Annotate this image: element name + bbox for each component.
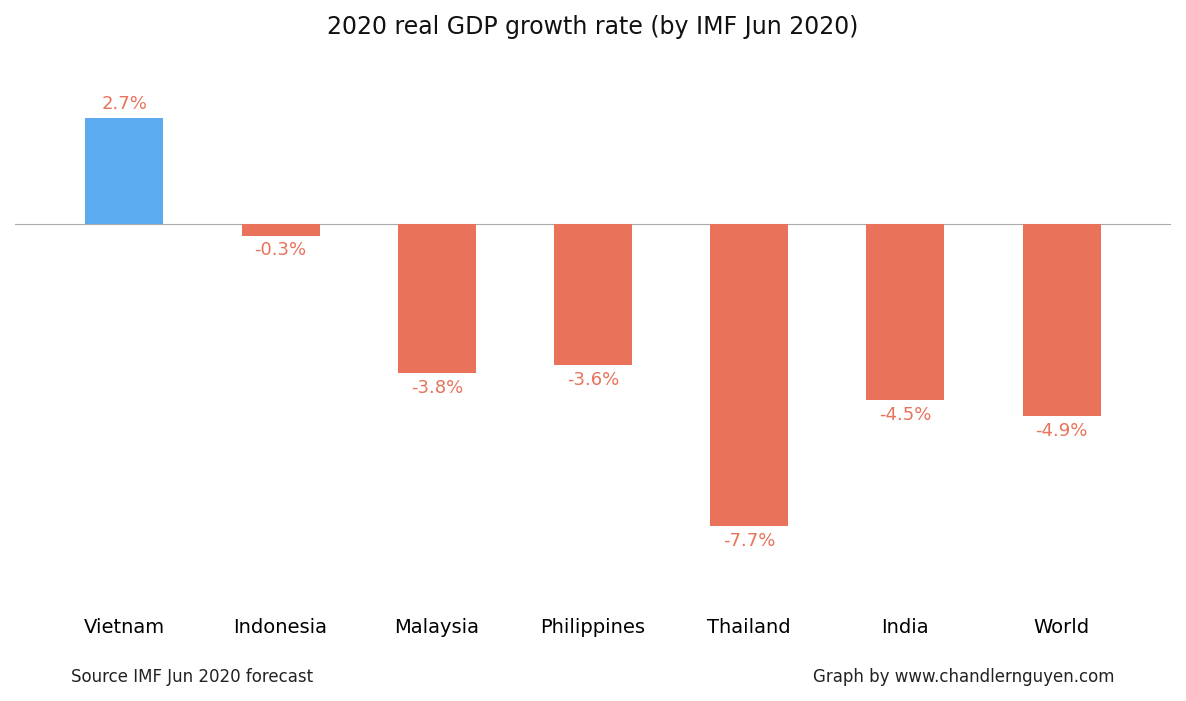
Text: -3.8%: -3.8% — [410, 379, 463, 397]
Title: 2020 real GDP growth rate (by IMF Jun 2020): 2020 real GDP growth rate (by IMF Jun 20… — [327, 15, 859, 39]
Text: -0.3%: -0.3% — [255, 241, 307, 259]
Bar — [710, 224, 789, 526]
Text: -4.5%: -4.5% — [879, 406, 932, 424]
Text: -3.6%: -3.6% — [567, 371, 619, 389]
Bar — [242, 224, 319, 236]
Bar — [867, 224, 944, 400]
Text: Graph by www.chandlernguyen.com: Graph by www.chandlernguyen.com — [814, 667, 1115, 686]
Bar — [397, 224, 476, 373]
Bar — [554, 224, 632, 365]
Text: -7.7%: -7.7% — [723, 532, 776, 550]
Bar — [85, 118, 164, 224]
Bar — [1022, 224, 1101, 416]
Text: 2.7%: 2.7% — [102, 95, 147, 113]
Text: -4.9%: -4.9% — [1035, 422, 1088, 440]
Text: Source IMF Jun 2020 forecast: Source IMF Jun 2020 forecast — [71, 667, 313, 686]
